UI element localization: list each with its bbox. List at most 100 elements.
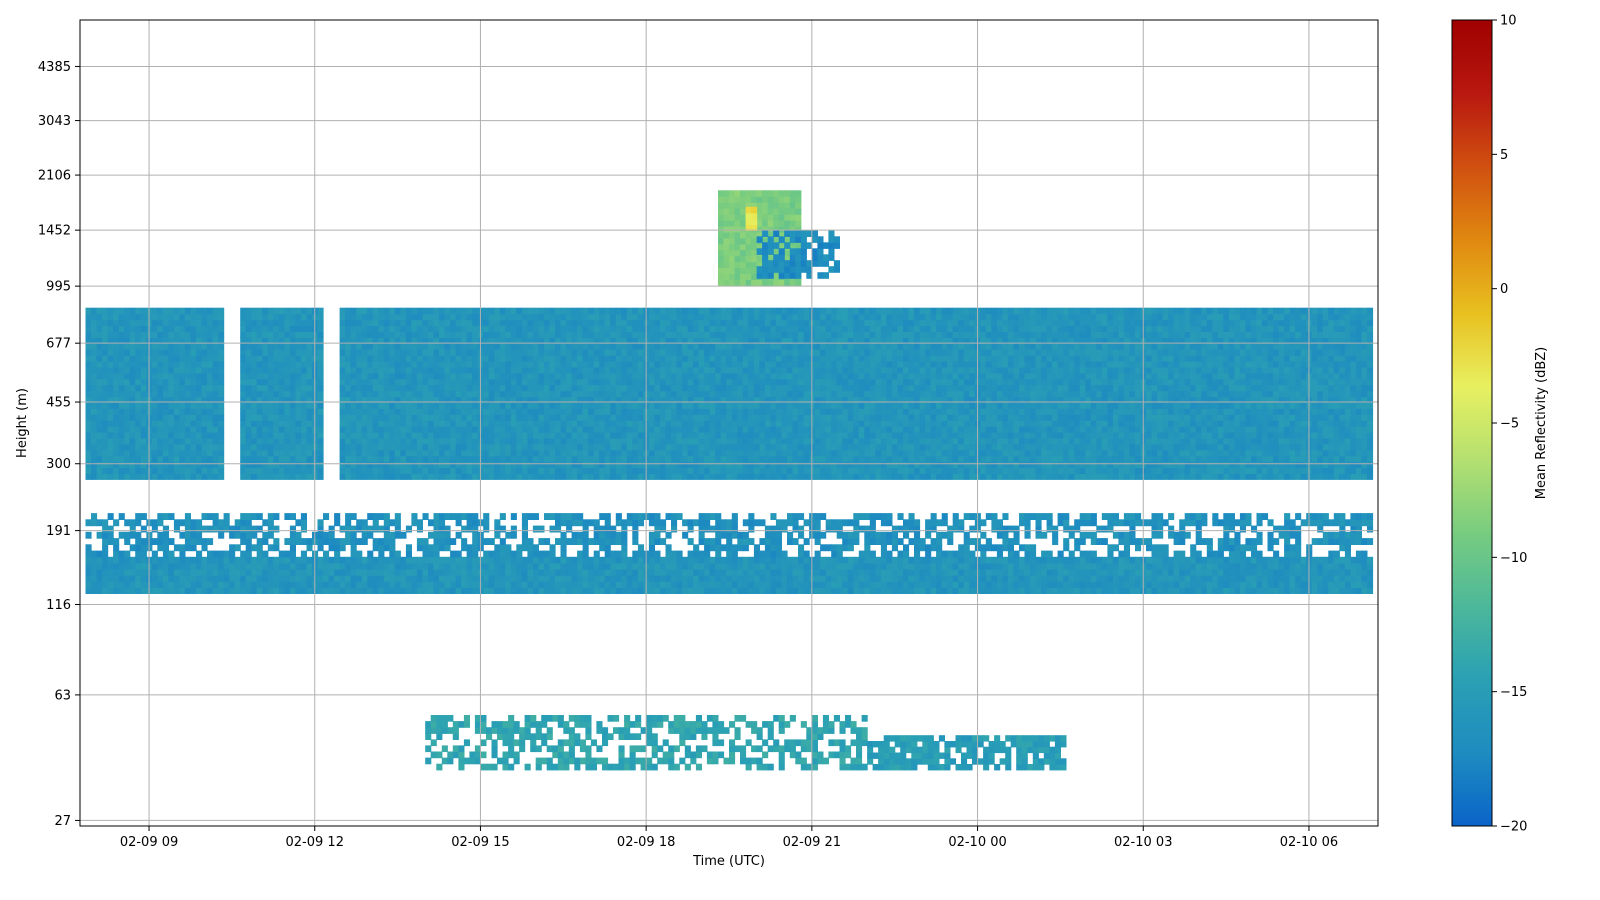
heatmap-cell — [604, 366, 611, 374]
heatmap-cell — [936, 313, 943, 321]
heatmap-cell — [383, 467, 390, 474]
heatmap-cell — [162, 349, 169, 356]
heatmap-cell — [212, 414, 219, 421]
heatmap-cell — [775, 402, 782, 409]
heatmap-cell — [886, 467, 893, 474]
heatmap-cell — [891, 337, 898, 344]
heatmap-cell — [648, 313, 655, 321]
heatmap-cell — [737, 325, 744, 332]
heatmap-cell — [582, 408, 589, 415]
heatmap-cell — [842, 331, 849, 338]
heatmap-cell — [847, 384, 854, 392]
heatmap-cell — [356, 426, 363, 433]
heatmap-cell — [886, 337, 893, 344]
heatmap-cell — [709, 349, 716, 356]
heatmap-cell — [704, 396, 711, 403]
heatmap-cell — [278, 390, 285, 398]
heatmap-cell — [113, 372, 120, 380]
heatmap-cell — [124, 461, 131, 469]
heatmap-cell — [588, 408, 595, 415]
heatmap-cell — [317, 455, 324, 463]
heatmap-cell — [654, 437, 661, 445]
heatmap-cell — [1057, 449, 1064, 457]
heatmap-cell — [825, 337, 832, 344]
heatmap-cell — [372, 420, 379, 427]
heatmap-cell — [560, 349, 567, 356]
heatmap-cell — [770, 337, 777, 344]
heatmap-cell — [516, 372, 523, 380]
heatmap-cell — [510, 337, 517, 344]
heatmap-cell — [538, 467, 545, 474]
heatmap-cell — [516, 366, 523, 374]
heatmap-cell — [439, 449, 446, 457]
heatmap-cell — [173, 319, 180, 327]
heatmap-cell — [129, 396, 136, 403]
heatmap-cell — [350, 331, 357, 338]
heatmap-cell — [1035, 473, 1042, 480]
heatmap-cell — [599, 319, 606, 327]
heatmap-cell — [665, 402, 672, 409]
heatmap-cell — [240, 361, 247, 368]
heatmap-cell — [472, 331, 479, 338]
heatmap-cell — [891, 378, 898, 386]
heatmap-cell — [350, 361, 357, 368]
heatmap-cell — [792, 325, 799, 332]
heatmap-cell — [820, 366, 827, 374]
heatmap-cell — [1041, 319, 1048, 327]
heatmap-cell — [991, 467, 998, 474]
heatmap-cell — [129, 378, 136, 386]
heatmap-cell — [825, 402, 832, 409]
heatmap-cell — [350, 378, 357, 386]
heatmap-cell — [775, 331, 782, 338]
heatmap-cell — [378, 437, 385, 445]
heatmap-cell — [1068, 455, 1075, 463]
heatmap-cell — [969, 337, 976, 344]
heatmap-cell — [207, 443, 214, 451]
heatmap-cell — [1019, 396, 1026, 403]
heatmap-cell — [245, 337, 252, 344]
heatmap-cell — [737, 319, 744, 327]
heatmap-cell — [853, 432, 860, 439]
heatmap-cell — [389, 366, 396, 374]
heatmap-cell — [648, 467, 655, 474]
heatmap-cell — [864, 307, 871, 315]
heatmap-cell — [538, 402, 545, 409]
heatmap-cell — [654, 325, 661, 332]
heatmap-cell — [317, 443, 324, 451]
heatmap-cell — [891, 420, 898, 427]
heatmap-cell — [566, 384, 573, 392]
heatmap-cell — [135, 319, 142, 327]
heatmap-cell — [985, 384, 992, 392]
heatmap-cell — [891, 319, 898, 327]
heatmap-cell — [289, 325, 296, 332]
heatmap-cell — [372, 337, 379, 344]
heatmap-cell — [952, 396, 959, 403]
heatmap-cell — [682, 378, 689, 386]
heatmap-cell — [439, 361, 446, 368]
heatmap-cell — [212, 467, 219, 474]
heatmap-cell — [389, 432, 396, 439]
heatmap-cell — [869, 355, 876, 362]
heatmap-cell — [748, 473, 755, 480]
heatmap-cell — [1063, 461, 1070, 469]
heatmap-cell — [306, 331, 313, 338]
heatmap-cell — [930, 378, 937, 386]
heatmap-cell — [218, 378, 225, 386]
heatmap-cell — [781, 420, 788, 427]
heatmap-cell — [207, 337, 214, 344]
heatmap-cell — [1063, 426, 1070, 433]
heatmap-cell — [853, 414, 860, 421]
heatmap-cell — [891, 455, 898, 463]
heatmap-cell — [1035, 361, 1042, 368]
heatmap-cell — [748, 432, 755, 439]
heatmap-cell — [925, 372, 932, 380]
heatmap-cell — [428, 331, 435, 338]
heatmap-cell — [85, 426, 92, 433]
heatmap-cell — [306, 455, 313, 463]
heatmap-cell — [566, 366, 573, 374]
heatmap-cell — [1041, 461, 1048, 469]
heatmap-cell — [869, 349, 876, 356]
heatmap-cell — [1052, 355, 1059, 362]
heatmap-cell — [930, 461, 937, 469]
heatmap-cell — [842, 307, 849, 315]
